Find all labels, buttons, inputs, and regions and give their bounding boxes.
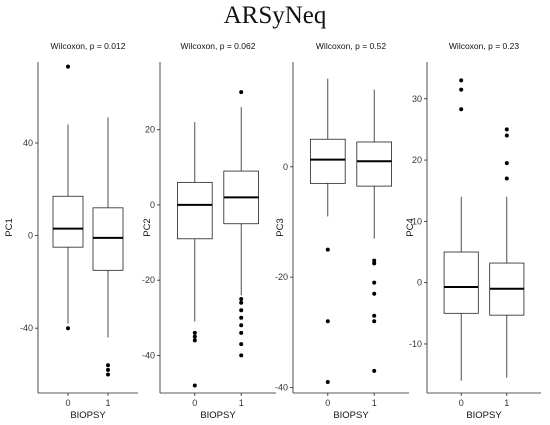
outlier-point	[372, 368, 377, 373]
x-tick-label: 1	[239, 398, 244, 408]
y-tick-label: 0	[417, 278, 422, 288]
outlier-point	[239, 342, 244, 347]
outlier-point	[459, 87, 464, 92]
outlier-point	[239, 296, 244, 301]
y-tick-label: 0	[28, 231, 33, 241]
x-tick-label: 0	[459, 398, 464, 408]
outlier-point	[372, 258, 377, 263]
outlier-point	[504, 161, 509, 166]
figure-title: ARSyNeq	[223, 2, 327, 29]
outlier-point	[504, 176, 509, 181]
outlier-point	[459, 107, 464, 112]
outlier-point	[106, 363, 110, 368]
y-tick-label: -10	[409, 339, 422, 349]
outlier-point	[239, 330, 244, 335]
outlier-point	[66, 64, 70, 69]
outlier-point	[192, 330, 197, 335]
x-tick-label: 1	[105, 398, 110, 408]
x-axis-label: BIOPSY	[70, 410, 106, 421]
y-tick-label: 40	[23, 138, 33, 148]
box-0	[176, 181, 213, 240]
outlier-point	[66, 326, 70, 331]
y-axis-label: PC3	[275, 218, 286, 236]
y-tick-label: -40	[142, 350, 155, 360]
box-0	[443, 251, 479, 314]
outlier-point	[239, 353, 244, 358]
outlier-point	[192, 383, 197, 388]
x-tick-label: 1	[372, 398, 377, 408]
box-1	[92, 207, 124, 271]
y-tick-label: 10	[412, 216, 422, 226]
outlier-point	[325, 319, 330, 324]
y-tick-label: -20	[142, 275, 155, 285]
y-axis-label: PC1	[4, 218, 15, 236]
outlier-point	[239, 90, 244, 95]
x-tick-label: 1	[504, 398, 509, 408]
outlier-point	[504, 127, 509, 132]
panel-title: Wilcoxon, p = 0.062	[181, 41, 256, 51]
x-tick-label: 0	[65, 398, 70, 408]
outlier-point	[239, 323, 244, 328]
panel-title: Wilcoxon, p = 0.52	[316, 41, 386, 51]
panel-title: Wilcoxon, p = 0.23	[449, 41, 519, 51]
y-tick-label: -40	[275, 382, 288, 392]
outlier-point	[504, 133, 509, 138]
y-tick-label: 0	[150, 200, 155, 210]
box-0	[309, 138, 346, 184]
x-tick-label: 0	[325, 398, 330, 408]
y-tick-label: -40	[20, 323, 33, 333]
y-tick-label: 0	[283, 162, 288, 172]
outlier-point	[192, 338, 197, 343]
outlier-point	[106, 367, 110, 372]
outlier-point	[372, 319, 377, 324]
x-axis-label: BIOPSY	[466, 410, 502, 421]
box-1	[356, 141, 392, 187]
outlier-point	[372, 291, 377, 296]
outlier-point	[325, 247, 330, 252]
panel-pc1: Wilcoxon, p = 0.012 -40 0 40 0 1 BIOPSY PC1	[4, 41, 138, 421]
y-tick-label: 30	[412, 94, 422, 104]
outlier-point	[239, 308, 244, 313]
outlier-point	[239, 315, 244, 320]
x-tick-label: 0	[192, 398, 197, 408]
outlier-point	[239, 300, 244, 305]
y-tick-label: 20	[412, 155, 422, 165]
outlier-point	[325, 379, 330, 384]
box-0	[52, 195, 84, 248]
x-axis-label: BIOPSY	[200, 410, 236, 421]
outlier-point	[372, 280, 377, 285]
outlier-point	[372, 261, 377, 266]
y-tick-label: 20	[145, 125, 155, 135]
panel-title: Wilcoxon, p = 0.012	[51, 41, 126, 51]
y-tick-label: -20	[275, 272, 288, 282]
outlier-point	[372, 313, 377, 318]
y-axis-label: PC4	[405, 218, 416, 236]
outlier-point	[106, 372, 110, 377]
outlier-point	[192, 334, 197, 339]
outlier-point	[459, 78, 464, 83]
y-axis-label: PC2	[142, 218, 153, 236]
x-axis-label: BIOPSY	[333, 410, 369, 421]
